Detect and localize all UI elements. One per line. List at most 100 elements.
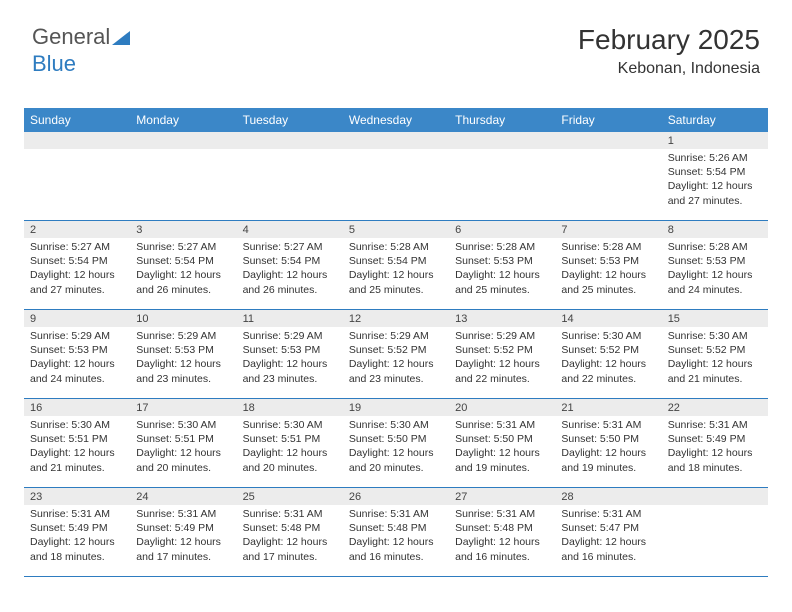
sunset-text: Sunset: 5:54 PM <box>349 254 443 268</box>
day-number: 17 <box>130 399 236 416</box>
day-cell <box>237 132 343 220</box>
daylight-text: Daylight: 12 hours and 19 minutes. <box>561 446 655 474</box>
daylight-text: Daylight: 12 hours and 25 minutes. <box>349 268 443 296</box>
calendar: Sunday Monday Tuesday Wednesday Thursday… <box>24 108 768 577</box>
day-body: Sunrise: 5:29 AMSunset: 5:53 PMDaylight:… <box>237 327 343 390</box>
sunset-text: Sunset: 5:54 PM <box>30 254 124 268</box>
sunset-text: Sunset: 5:53 PM <box>30 343 124 357</box>
sunrise-text: Sunrise: 5:28 AM <box>668 240 762 254</box>
day-number <box>555 132 661 149</box>
day-number: 9 <box>24 310 130 327</box>
sunrise-text: Sunrise: 5:30 AM <box>30 418 124 432</box>
day-cell: 28Sunrise: 5:31 AMSunset: 5:47 PMDayligh… <box>555 488 661 576</box>
day-body: Sunrise: 5:31 AMSunset: 5:49 PMDaylight:… <box>662 416 768 479</box>
sunrise-text: Sunrise: 5:30 AM <box>668 329 762 343</box>
day-body: Sunrise: 5:27 AMSunset: 5:54 PMDaylight:… <box>130 238 236 301</box>
day-body: Sunrise: 5:27 AMSunset: 5:54 PMDaylight:… <box>24 238 130 301</box>
daylight-text: Daylight: 12 hours and 27 minutes. <box>30 268 124 296</box>
day-cell: 13Sunrise: 5:29 AMSunset: 5:52 PMDayligh… <box>449 310 555 398</box>
daylight-text: Daylight: 12 hours and 22 minutes. <box>561 357 655 385</box>
sunset-text: Sunset: 5:49 PM <box>668 432 762 446</box>
day-body: Sunrise: 5:28 AMSunset: 5:54 PMDaylight:… <box>343 238 449 301</box>
day-number: 12 <box>343 310 449 327</box>
day-body: Sunrise: 5:30 AMSunset: 5:51 PMDaylight:… <box>130 416 236 479</box>
daylight-text: Daylight: 12 hours and 20 minutes. <box>136 446 230 474</box>
day-number <box>237 132 343 149</box>
daylight-text: Daylight: 12 hours and 19 minutes. <box>455 446 549 474</box>
day-body: Sunrise: 5:30 AMSunset: 5:52 PMDaylight:… <box>555 327 661 390</box>
day-number: 7 <box>555 221 661 238</box>
daylight-text: Daylight: 12 hours and 18 minutes. <box>668 446 762 474</box>
daylight-text: Daylight: 12 hours and 21 minutes. <box>30 446 124 474</box>
brand-logo: General Blue <box>32 24 130 77</box>
day-header: Saturday <box>662 108 768 132</box>
sunrise-text: Sunrise: 5:29 AM <box>349 329 443 343</box>
daylight-text: Daylight: 12 hours and 26 minutes. <box>243 268 337 296</box>
sunrise-text: Sunrise: 5:31 AM <box>455 507 549 521</box>
sunrise-text: Sunrise: 5:26 AM <box>668 151 762 165</box>
day-cell <box>130 132 236 220</box>
day-cell: 6Sunrise: 5:28 AMSunset: 5:53 PMDaylight… <box>449 221 555 309</box>
day-body: Sunrise: 5:29 AMSunset: 5:53 PMDaylight:… <box>24 327 130 390</box>
daylight-text: Daylight: 12 hours and 16 minutes. <box>561 535 655 563</box>
sunset-text: Sunset: 5:49 PM <box>136 521 230 535</box>
day-number: 13 <box>449 310 555 327</box>
daylight-text: Daylight: 12 hours and 23 minutes. <box>136 357 230 385</box>
day-body: Sunrise: 5:31 AMSunset: 5:48 PMDaylight:… <box>237 505 343 568</box>
day-number <box>662 488 768 505</box>
sunset-text: Sunset: 5:49 PM <box>30 521 124 535</box>
day-number <box>449 132 555 149</box>
week-row: 23Sunrise: 5:31 AMSunset: 5:49 PMDayligh… <box>24 488 768 577</box>
day-cell: 24Sunrise: 5:31 AMSunset: 5:49 PMDayligh… <box>130 488 236 576</box>
day-number: 2 <box>24 221 130 238</box>
day-number <box>24 132 130 149</box>
sunrise-text: Sunrise: 5:27 AM <box>136 240 230 254</box>
daylight-text: Daylight: 12 hours and 16 minutes. <box>349 535 443 563</box>
location: Kebonan, Indonesia <box>578 60 760 78</box>
day-cell: 27Sunrise: 5:31 AMSunset: 5:48 PMDayligh… <box>449 488 555 576</box>
month-title: February 2025 <box>578 24 760 56</box>
day-cell: 25Sunrise: 5:31 AMSunset: 5:48 PMDayligh… <box>237 488 343 576</box>
sunset-text: Sunset: 5:50 PM <box>561 432 655 446</box>
sunrise-text: Sunrise: 5:31 AM <box>561 507 655 521</box>
daylight-text: Daylight: 12 hours and 18 minutes. <box>30 535 124 563</box>
day-cell: 12Sunrise: 5:29 AMSunset: 5:52 PMDayligh… <box>343 310 449 398</box>
day-header: Friday <box>555 108 661 132</box>
daylight-text: Daylight: 12 hours and 25 minutes. <box>455 268 549 296</box>
day-number: 3 <box>130 221 236 238</box>
day-number: 11 <box>237 310 343 327</box>
day-body: Sunrise: 5:31 AMSunset: 5:49 PMDaylight:… <box>24 505 130 568</box>
sunset-text: Sunset: 5:52 PM <box>455 343 549 357</box>
day-number <box>343 132 449 149</box>
day-body: Sunrise: 5:29 AMSunset: 5:52 PMDaylight:… <box>449 327 555 390</box>
sunrise-text: Sunrise: 5:31 AM <box>243 507 337 521</box>
day-cell: 18Sunrise: 5:30 AMSunset: 5:51 PMDayligh… <box>237 399 343 487</box>
sunrise-text: Sunrise: 5:29 AM <box>136 329 230 343</box>
daylight-text: Daylight: 12 hours and 25 minutes. <box>561 268 655 296</box>
week-row: 9Sunrise: 5:29 AMSunset: 5:53 PMDaylight… <box>24 310 768 399</box>
day-number: 27 <box>449 488 555 505</box>
day-cell: 3Sunrise: 5:27 AMSunset: 5:54 PMDaylight… <box>130 221 236 309</box>
day-body: Sunrise: 5:30 AMSunset: 5:52 PMDaylight:… <box>662 327 768 390</box>
day-cell: 19Sunrise: 5:30 AMSunset: 5:50 PMDayligh… <box>343 399 449 487</box>
day-header: Sunday <box>24 108 130 132</box>
day-body: Sunrise: 5:31 AMSunset: 5:48 PMDaylight:… <box>449 505 555 568</box>
sunrise-text: Sunrise: 5:28 AM <box>455 240 549 254</box>
brand-name-1: General <box>32 24 110 49</box>
day-cell: 16Sunrise: 5:30 AMSunset: 5:51 PMDayligh… <box>24 399 130 487</box>
sunrise-text: Sunrise: 5:31 AM <box>30 507 124 521</box>
day-number: 28 <box>555 488 661 505</box>
sunset-text: Sunset: 5:52 PM <box>349 343 443 357</box>
week-row: 16Sunrise: 5:30 AMSunset: 5:51 PMDayligh… <box>24 399 768 488</box>
day-number: 16 <box>24 399 130 416</box>
day-body: Sunrise: 5:31 AMSunset: 5:50 PMDaylight:… <box>449 416 555 479</box>
day-header: Thursday <box>449 108 555 132</box>
day-header: Tuesday <box>237 108 343 132</box>
day-cell: 22Sunrise: 5:31 AMSunset: 5:49 PMDayligh… <box>662 399 768 487</box>
daylight-text: Daylight: 12 hours and 17 minutes. <box>243 535 337 563</box>
sunset-text: Sunset: 5:54 PM <box>243 254 337 268</box>
day-cell: 23Sunrise: 5:31 AMSunset: 5:49 PMDayligh… <box>24 488 130 576</box>
day-cell: 11Sunrise: 5:29 AMSunset: 5:53 PMDayligh… <box>237 310 343 398</box>
day-cell: 14Sunrise: 5:30 AMSunset: 5:52 PMDayligh… <box>555 310 661 398</box>
day-number: 1 <box>662 132 768 149</box>
